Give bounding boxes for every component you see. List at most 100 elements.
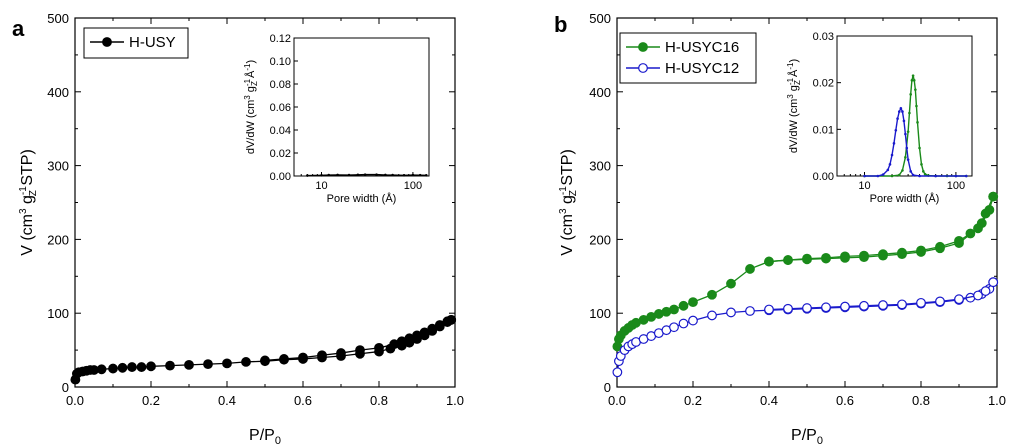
y-axis-label: V (cm3 g-1Z STP) [18, 149, 39, 256]
data-point [897, 249, 907, 260]
inset-data-point [904, 132, 907, 136]
data-point [96, 364, 107, 375]
data-point [726, 307, 736, 318]
inset-data-point [894, 128, 898, 132]
inset-y-tick-label: 0.12 [270, 33, 291, 45]
legend-label: H-USY [129, 34, 176, 51]
data-point [840, 252, 850, 263]
inset-data-point [890, 153, 894, 157]
data-point [764, 304, 774, 315]
inset-data-point [375, 173, 378, 176]
inset-data-point [911, 173, 915, 177]
inset-y-axis-label: dV/dW (cm3 g-1Z Å-1) [243, 60, 259, 154]
data-point [726, 278, 736, 289]
inset-series-line [307, 173, 427, 177]
y-tick-label: 300 [589, 159, 611, 174]
y-tick-label: 400 [589, 85, 611, 100]
y-tick-label: 200 [589, 232, 611, 247]
inset-data-point [896, 117, 899, 120]
x-axis-label: P/P0 [791, 427, 823, 446]
data-point [117, 362, 128, 373]
inset-data-point [965, 174, 968, 178]
panel-a: a 0.0 0.2 0.4 0.6 0.8 1.0 0 100 200 300 400 500 P/P0 V… [12, 11, 464, 446]
y-tick-label: 100 [47, 306, 69, 321]
y-tick-label: 300 [47, 159, 69, 174]
data-point [678, 318, 689, 329]
legend-marker [638, 63, 648, 73]
x-tick-label: 0.4 [218, 393, 236, 408]
inset-data-point [918, 146, 921, 150]
inset-data-point [904, 156, 907, 159]
inset-data-point [424, 174, 428, 177]
data-point [260, 355, 270, 366]
data-point [916, 297, 926, 308]
inset-data-point [934, 174, 937, 178]
legend-box [619, 32, 757, 84]
data-point [165, 360, 175, 371]
y-tick-label: 200 [47, 232, 69, 247]
data-point [184, 359, 194, 370]
inset-data-point [356, 173, 360, 177]
data-point [442, 316, 453, 327]
x-tick-label: 0.6 [836, 393, 854, 408]
legend-label: H-USYC12 [665, 60, 739, 77]
inset-data-point [347, 173, 351, 177]
inset-y-tick-label: 0.04 [270, 125, 291, 137]
inset-data-point [411, 173, 415, 177]
inset-data-point [923, 172, 927, 176]
inset-y-tick-label: 0.01 [813, 124, 834, 136]
data-point [612, 367, 623, 378]
legend-marker [638, 42, 648, 52]
inset-data-point [306, 174, 309, 177]
y-axis-label: V (cm3 g-1Z STP) [558, 149, 579, 256]
inset-x-axis-label: Pore width (Å) [870, 192, 940, 205]
inset-data-point [418, 173, 422, 177]
inset-data-point [363, 173, 367, 176]
data-point [764, 256, 774, 267]
inset-x-tick-label: 100 [947, 180, 965, 192]
inset-data-point [954, 174, 958, 178]
inset-data-point [908, 111, 911, 115]
panel-letter: a [12, 16, 25, 41]
inset-data-point [916, 121, 919, 124]
x-tick-label: 0.2 [142, 393, 160, 408]
y-tick-label: 100 [589, 306, 611, 321]
data-point [935, 243, 945, 254]
inset-data-point [901, 110, 904, 113]
data-point [878, 250, 888, 261]
inset-y-tick-label: 0.03 [813, 31, 834, 43]
data-point [707, 289, 717, 300]
data-point [317, 350, 327, 361]
inset-y-axis-label: dV/dW (cm3 g-1Z Å-1) [786, 59, 802, 153]
inset-data-point [892, 142, 896, 145]
panel-letter: b [554, 12, 567, 37]
inset-x-tick-label: 10 [315, 180, 327, 192]
data-point [935, 296, 945, 307]
data-point [336, 348, 346, 358]
y-tick-label: 400 [47, 85, 69, 100]
inset-y-tick-label: 0.02 [813, 78, 834, 90]
inset-data-point [901, 169, 904, 172]
inset-data-point [384, 173, 387, 177]
data-point [897, 299, 907, 310]
x-tick-label: 0.6 [294, 393, 312, 408]
data-point [821, 253, 831, 264]
data-point [821, 302, 831, 313]
data-point [298, 352, 308, 363]
inset-y-tick-label: 0.02 [270, 148, 291, 160]
data-point [954, 238, 964, 248]
inset-frame [836, 35, 973, 177]
data-point [355, 345, 365, 356]
y-tick-label: 500 [589, 11, 611, 26]
legend-label: H-USYC16 [665, 39, 739, 56]
data-point [203, 359, 213, 370]
x-tick-label: 0.0 [66, 393, 84, 408]
panel-b: b 0.0 0.2 0.4 0.6 0.8 1.0 0 100 200 300 400 500 P/P0 V… [554, 11, 1006, 446]
inset-x-tick-label: 10 [858, 180, 870, 192]
data-point [859, 300, 869, 311]
data-point [279, 354, 289, 364]
data-point [988, 191, 999, 202]
data-point [108, 363, 118, 374]
data-point [136, 362, 147, 372]
inset-data-point [918, 174, 921, 178]
